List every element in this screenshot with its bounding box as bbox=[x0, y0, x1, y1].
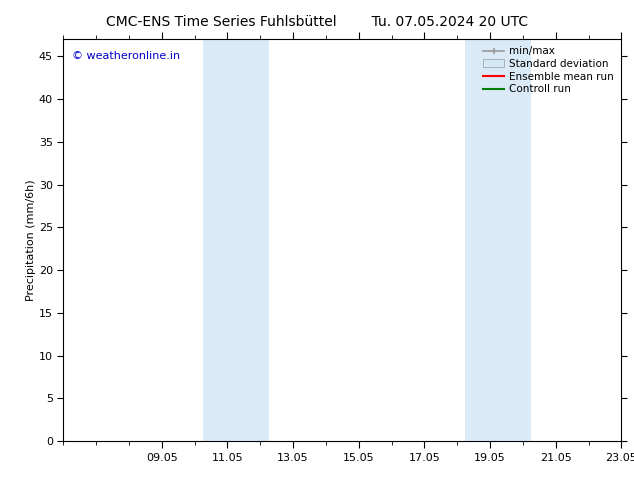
Bar bbox=[465, 39, 531, 441]
Y-axis label: Precipitation (mm/6h): Precipitation (mm/6h) bbox=[26, 179, 36, 301]
Text: © weatheronline.in: © weatheronline.in bbox=[72, 51, 180, 61]
Bar bbox=[203, 39, 269, 441]
Legend: min/max, Standard deviation, Ensemble mean run, Controll run: min/max, Standard deviation, Ensemble me… bbox=[481, 45, 616, 97]
Text: CMC-ENS Time Series Fuhlsbüttel        Tu. 07.05.2024 20 UTC: CMC-ENS Time Series Fuhlsbüttel Tu. 07.0… bbox=[106, 15, 528, 29]
